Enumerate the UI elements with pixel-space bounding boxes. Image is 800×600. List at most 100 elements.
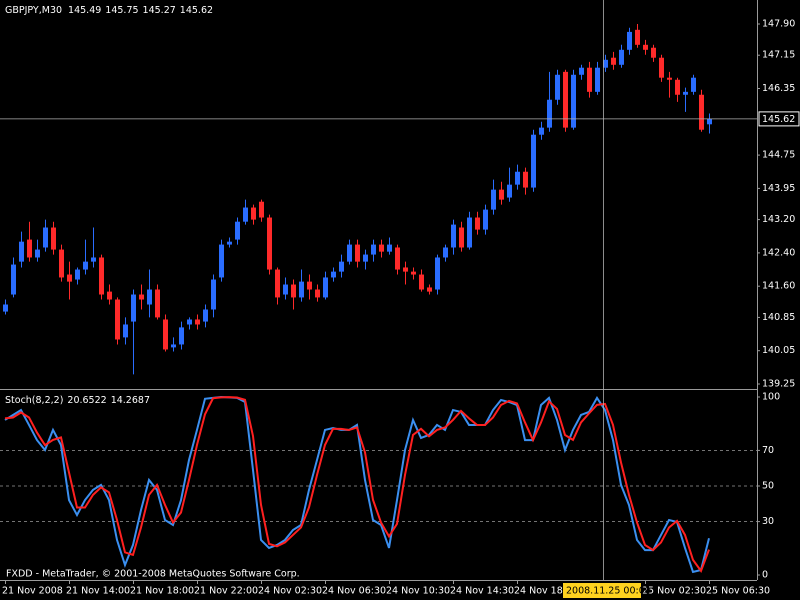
time-label: 24 Nov 10:30 [386, 586, 450, 597]
candle-body [83, 261, 88, 270]
candle-body [643, 44, 648, 50]
candle-body [227, 241, 232, 245]
candle-body [475, 217, 480, 230]
y-tick-label: 144.75 [762, 150, 795, 161]
candle-body [683, 91, 688, 95]
k-value: 20.6522 [67, 395, 106, 406]
candle-body [355, 244, 360, 262]
last-open: 145.49 [68, 5, 101, 16]
candle-body [267, 217, 272, 270]
y-tick-label: 147.15 [762, 50, 795, 61]
candle-body [579, 67, 584, 75]
candle-body [91, 257, 96, 262]
crosshair-label-box [563, 583, 641, 598]
crosshair-label: 2008.11.25 00:00 [566, 586, 651, 597]
candle-body [691, 77, 696, 92]
candle-body [51, 227, 56, 250]
y-tick-label: 140.05 [762, 345, 795, 356]
candle-body [587, 67, 592, 92]
time-label: 25 Nov 02:30 [642, 586, 706, 597]
candle-body [547, 99, 552, 128]
candle-body [443, 247, 448, 258]
candle-body [219, 244, 224, 278]
candle-body [195, 319, 200, 325]
candle-body [467, 217, 472, 248]
y-tick-label: 30 [762, 516, 774, 527]
candle-body [107, 291, 112, 300]
time-label: 24 Nov 02:30 [258, 586, 322, 597]
candle-body [203, 309, 208, 322]
y-tick-label: 100 [762, 392, 780, 403]
time-label: 21 Nov 22:00 [194, 586, 258, 597]
candle-body [411, 271, 416, 275]
candle-body [371, 244, 376, 255]
candle-body [115, 299, 120, 340]
candle-body [3, 304, 8, 312]
candle-body [619, 49, 624, 65]
candle-body [707, 118, 712, 125]
candle-body [259, 201, 264, 218]
candle-body [211, 279, 216, 310]
footer: FXDD - MetaTrader, © 2001-2008 MetaQuote… [6, 569, 300, 580]
candle-body [395, 247, 400, 270]
candle-body [299, 281, 304, 298]
y-tick-label: 139.25 [762, 379, 795, 390]
candle-body [315, 289, 320, 298]
time-label: 21 Nov 18:00 [130, 586, 194, 597]
candle-body [131, 294, 136, 322]
candle-body [523, 171, 528, 188]
candle-body [427, 287, 432, 292]
candle-body [19, 241, 24, 262]
candle-body [27, 239, 32, 258]
candle-body [539, 127, 544, 135]
stoch-line [4, 395, 710, 574]
candle-body [11, 264, 16, 295]
candle-body [307, 281, 312, 290]
last-close: 145.62 [180, 5, 213, 16]
y-tick-label: 140.85 [762, 312, 795, 323]
candle-body [483, 209, 488, 230]
candle-body [283, 284, 288, 295]
candle-body [275, 269, 280, 298]
candle-body [459, 227, 464, 248]
candle-body [499, 189, 504, 200]
candle-body [507, 184, 512, 198]
candle-body [611, 57, 616, 65]
candle-body [379, 244, 384, 252]
candle-body [635, 29, 640, 45]
y-tick-label: 147.90 [762, 19, 795, 30]
d-value: 14.2687 [111, 395, 150, 406]
y-tick-label: 0 [762, 570, 768, 581]
candle-body [651, 47, 656, 58]
y-tick-label: 70 [762, 445, 774, 456]
candle-body [59, 249, 64, 278]
symbol: GBPJPY,M30 [5, 5, 62, 16]
y-tick-label: 142.40 [762, 247, 795, 258]
candle-body [171, 344, 176, 348]
candle-body [531, 134, 536, 188]
y-tick-label: 50 [762, 481, 774, 492]
time-label: 21 Nov 14:00 [66, 586, 130, 597]
candle-body [555, 74, 560, 100]
candle-body [291, 284, 296, 298]
candle-body [179, 327, 184, 345]
candle-body [323, 277, 328, 298]
candle-body [67, 274, 72, 282]
candle-body [363, 254, 368, 262]
candle-body [451, 224, 456, 248]
candle-body [571, 74, 576, 128]
candle-body [251, 207, 256, 220]
candle-body [147, 289, 152, 305]
price-label-box [758, 111, 800, 127]
candle-body [99, 257, 104, 295]
candle-body [699, 94, 704, 130]
y-tick-label: 143.95 [762, 183, 795, 194]
candle-body [75, 269, 80, 280]
candle-body [35, 249, 40, 258]
candle-body [155, 289, 160, 318]
candle-body [491, 189, 496, 210]
candle-body [331, 271, 336, 278]
y-tick-label: 146.35 [762, 83, 795, 94]
time-label: 21 Nov 2008 [2, 586, 63, 597]
